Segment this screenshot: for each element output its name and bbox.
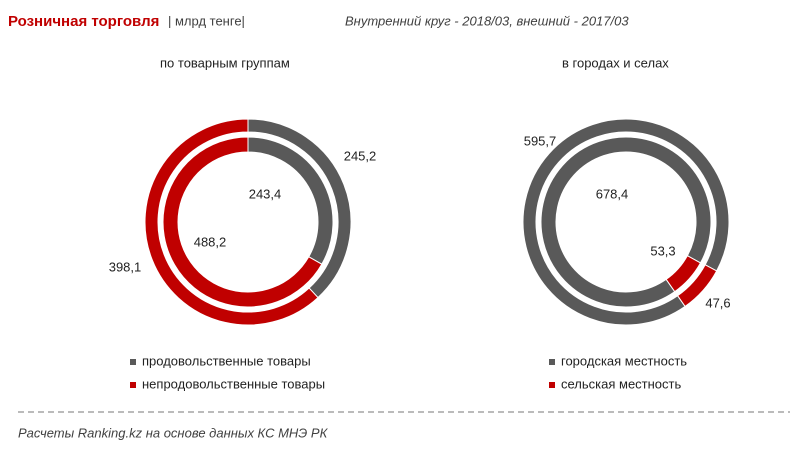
chart-title: в городах и селах [562,55,669,70]
legend-label: сельская местность [561,376,681,391]
page-title: Розничная торговля [8,13,159,30]
data-label: 243,4 [249,186,282,201]
donut-segment [522,118,730,326]
donut-segment [540,136,712,308]
unit-label: | млрд тенге| [168,13,245,28]
legend-label: продовольственные товары [142,353,311,368]
legend-marker [130,382,136,388]
data-label: 595,7 [524,133,557,148]
data-label: 678,4 [596,186,629,201]
source-note: Расчеты Ranking.kz на основе данных КС М… [18,425,329,440]
data-label: 245,2 [344,148,377,163]
legend-label: непродовольственные товары [142,376,325,391]
legend-marker [130,359,136,365]
legend-marker [549,359,555,365]
donut-segment [676,264,718,308]
data-label: 53,3 [650,243,675,258]
donut-segment [162,136,323,308]
data-label: 47,6 [705,295,730,310]
legend-marker [549,382,555,388]
donut-segment [665,255,702,293]
donut-segment [144,118,319,326]
data-label: 488,2 [194,234,227,249]
legend-label: городская местность [561,353,687,368]
data-label: 398,1 [109,259,142,274]
subtitle: Внутренний круг - 2018/03, внешний - 201… [345,13,629,28]
chart-title: по товарным группам [160,55,290,70]
